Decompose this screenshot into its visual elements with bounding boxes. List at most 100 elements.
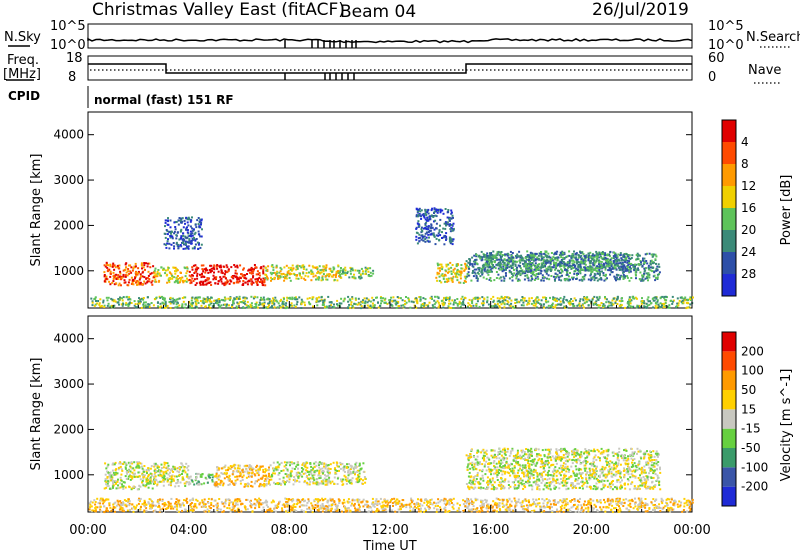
- scatter-cell: [479, 297, 481, 299]
- scatter-cell: [329, 472, 331, 474]
- scatter-cell: [477, 297, 479, 299]
- scatter-cell: [256, 296, 258, 298]
- scatter-cell: [191, 227, 193, 229]
- scatter-cell: [643, 279, 645, 281]
- scatter-cell: [543, 259, 545, 261]
- scatter-cell: [443, 235, 445, 237]
- scatter-cell: [185, 463, 187, 465]
- scatter-cell: [229, 475, 231, 477]
- scatter-cell: [319, 300, 321, 302]
- scatter-cell: [136, 476, 138, 478]
- scatter-cell: [481, 270, 483, 272]
- scatter-cell: [154, 479, 156, 481]
- scatter-cell: [329, 301, 331, 303]
- scatter-cell: [312, 482, 314, 484]
- scatter-cell: [259, 275, 261, 277]
- scatter-cell: [168, 231, 170, 233]
- scatter-cell: [391, 300, 393, 302]
- scatter-cell: [489, 271, 491, 273]
- scatter-cell: [585, 264, 587, 266]
- scatter-cell: [344, 298, 346, 300]
- scatter-cell: [315, 461, 317, 463]
- scatter-cell: [118, 487, 120, 489]
- scatter-cell: [117, 479, 119, 481]
- scatter-cell: [139, 302, 141, 304]
- scatter-cell: [481, 296, 483, 298]
- scatter-cell: [511, 276, 513, 278]
- scatter-cell: [167, 233, 169, 235]
- scatter-cell: [501, 255, 503, 257]
- scatter-cell: [167, 217, 169, 219]
- scatter-cell: [315, 465, 317, 467]
- scatter-cell: [313, 276, 315, 278]
- scatter-cell: [283, 469, 285, 471]
- scatter-cell: [235, 272, 237, 274]
- cpid-value: normal (fast) 151 RF: [94, 93, 234, 107]
- scatter-cell: [648, 277, 650, 279]
- scatter-cell: [460, 264, 462, 266]
- scatter-cell: [220, 480, 222, 482]
- scatter-cell: [131, 277, 133, 279]
- scatter-cell: [325, 275, 327, 277]
- scatter-cell: [646, 262, 648, 264]
- scatter-cell: [325, 480, 327, 482]
- scatter-cell: [170, 220, 172, 222]
- scatter-cell: [358, 480, 360, 482]
- scatter-cell: [146, 469, 148, 471]
- scatter-cell: [187, 268, 189, 270]
- scatter-cell: [325, 267, 327, 269]
- scatter-cell: [256, 273, 258, 275]
- scatter-cell: [155, 463, 157, 465]
- scatter-cell: [204, 280, 206, 282]
- scatter-cell: [655, 307, 657, 309]
- scatter-cell: [433, 233, 435, 235]
- scatter-cell: [512, 260, 514, 262]
- scatter-cell: [118, 284, 120, 286]
- scatter-cell: [302, 272, 304, 274]
- scatter-cell: [94, 298, 96, 300]
- scatter-cell: [274, 306, 276, 308]
- scatter-cell: [213, 264, 215, 266]
- scatter-cell: [456, 298, 458, 300]
- scatter-cell: [221, 270, 223, 272]
- scatter-cell: [569, 279, 571, 281]
- scatter-cell: [360, 307, 362, 309]
- scatter-cell: [331, 271, 333, 273]
- scatter-cell: [259, 302, 261, 304]
- scatter-cell: [590, 260, 592, 262]
- scatter-cell: [621, 300, 623, 302]
- scatter-cell: [329, 305, 331, 307]
- scatter-cell: [198, 231, 200, 233]
- scatter-cell: [628, 262, 630, 264]
- scatter-cell: [165, 237, 167, 239]
- scatter-cell: [155, 273, 157, 275]
- scatter-cell: [601, 271, 603, 273]
- scatter-cell: [526, 304, 528, 306]
- scatter-cell: [190, 233, 192, 235]
- scatter-cell: [493, 255, 495, 257]
- scatter-cell: [541, 264, 543, 266]
- scatter-cell: [328, 481, 330, 483]
- scatter-cell: [196, 282, 198, 284]
- scatter-cell: [315, 275, 317, 277]
- scatter-cell: [122, 488, 124, 490]
- scatter-cell: [528, 259, 530, 261]
- scatter-cell: [528, 297, 530, 299]
- scatter-cell: [103, 306, 105, 308]
- scatter-cell: [322, 279, 324, 281]
- scatter-cell: [283, 298, 285, 300]
- scatter-cell: [532, 272, 534, 274]
- scatter-cell: [603, 280, 605, 282]
- scatter-cell: [105, 474, 107, 476]
- scatter-cell: [247, 301, 249, 303]
- scatter-cell: [351, 301, 353, 303]
- scatter-cell: [115, 469, 117, 471]
- scatter-cell: [692, 297, 694, 299]
- scatter-cell: [187, 469, 189, 471]
- scatter-cell: [282, 305, 284, 307]
- scatter-cell: [540, 280, 542, 282]
- scatter-cell: [608, 301, 610, 303]
- scatter-cell: [171, 301, 173, 303]
- scatter-cell: [504, 262, 506, 264]
- scatter-cell: [621, 260, 623, 262]
